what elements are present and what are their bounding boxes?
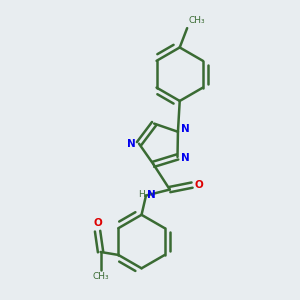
Text: H: H [138, 190, 145, 200]
Text: O: O [194, 179, 203, 190]
Text: N: N [127, 139, 135, 149]
Text: CH₃: CH₃ [189, 16, 205, 25]
Text: N: N [181, 153, 190, 164]
Text: CH₃: CH₃ [92, 272, 109, 281]
Text: N: N [182, 124, 190, 134]
Text: N: N [147, 190, 156, 200]
Text: O: O [93, 218, 102, 228]
